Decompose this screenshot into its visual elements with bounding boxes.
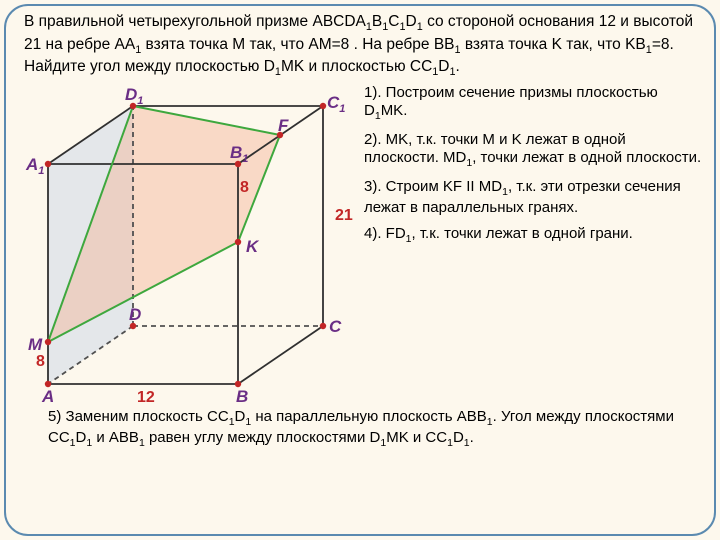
step-5: 5) Заменим плоскость СС1D1 на параллельн… (48, 408, 682, 450)
svg-text:C: C (329, 317, 342, 336)
svg-text:21: 21 (335, 207, 353, 224)
svg-text:8: 8 (36, 353, 45, 370)
step-1: 1). Построим сечение призмы плоскостью D… (364, 84, 702, 123)
svg-text:A: A (41, 387, 54, 404)
svg-text:8: 8 (240, 179, 249, 196)
svg-text:K: K (246, 237, 260, 256)
step-4: 4). FD1, т.к. точки лежат в одной грани. (364, 225, 702, 246)
svg-text:M: M (28, 335, 43, 354)
svg-text:D: D (129, 305, 141, 324)
problem-text: В правильной четырехугольной призме ABCD… (24, 12, 696, 80)
svg-text:B: B (236, 387, 248, 404)
step-2: 2). MK, т.к. точки M и K лежат в одной п… (364, 131, 702, 170)
prism-diagram: ABCDA1B1C1D1MKF881221 (18, 84, 358, 404)
svg-text:F: F (278, 116, 289, 135)
svg-text:D1: D1 (125, 85, 143, 107)
solution-steps: 1). Построим сечение призмы плоскостью D… (364, 84, 702, 404)
svg-text:C1: C1 (327, 93, 345, 115)
svg-text:A1: A1 (25, 155, 44, 177)
svg-text:12: 12 (137, 389, 155, 404)
step-3: 3). Строим KF II MD1, т.к. эти отрезки с… (364, 178, 702, 217)
